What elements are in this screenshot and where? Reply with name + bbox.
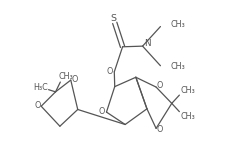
Text: S: S: [111, 14, 117, 23]
Text: O: O: [98, 107, 105, 116]
Text: CH₃: CH₃: [170, 20, 185, 29]
Text: O: O: [157, 81, 163, 90]
Text: O: O: [34, 101, 40, 110]
Text: CH₃: CH₃: [59, 72, 73, 81]
Text: N: N: [144, 40, 150, 48]
Text: CH₃: CH₃: [170, 62, 185, 71]
Text: H₃C: H₃C: [33, 83, 48, 92]
Text: CH₃: CH₃: [180, 86, 195, 95]
Text: O: O: [106, 67, 113, 76]
Text: CH₃: CH₃: [180, 112, 195, 121]
Text: O: O: [157, 125, 163, 134]
Text: O: O: [72, 74, 78, 83]
